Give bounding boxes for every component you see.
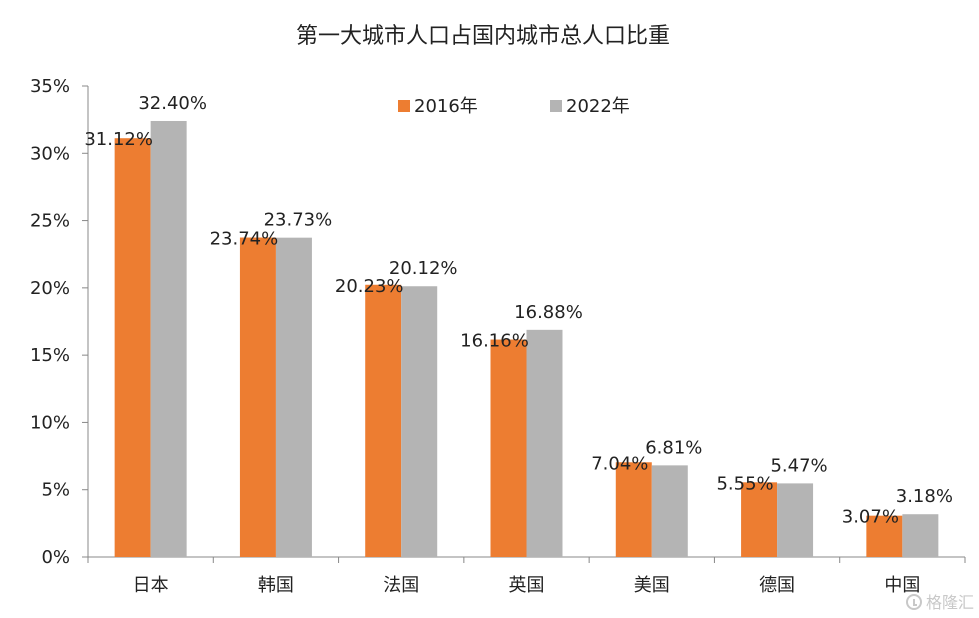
data-label: 6.81%	[645, 437, 702, 458]
data-label: 20.12%	[389, 258, 458, 279]
data-label: 3.07%	[842, 507, 899, 528]
x-tick-label: 中国	[884, 575, 920, 596]
data-label: 3.18%	[896, 486, 953, 507]
data-label: 5.47%	[770, 455, 827, 476]
bar	[741, 482, 778, 557]
x-tick-label: 日本	[133, 575, 169, 596]
y-tick-label: 25%	[30, 211, 70, 232]
bars	[114, 120, 939, 558]
x-tick-label: 韩国	[258, 575, 294, 596]
y-axis: 0% 5% 10% 15% 20% 25% 30% 35%	[30, 76, 89, 568]
data-label: 20.23%	[335, 276, 404, 297]
x-tick-label: 英国	[509, 575, 545, 596]
bar	[777, 483, 814, 557]
data-label: 32.40%	[138, 93, 207, 114]
data-label: 16.16%	[460, 331, 529, 352]
bar	[365, 284, 402, 557]
x-tick-label: 法国	[383, 575, 419, 596]
bar	[490, 339, 527, 557]
legend: 2016年 2022年	[398, 96, 630, 117]
data-label: 23.74%	[210, 229, 279, 250]
legend-swatch	[550, 100, 562, 112]
y-tick-label: 15%	[30, 345, 70, 366]
y-tick-label: 20%	[30, 278, 70, 299]
bar	[239, 237, 276, 557]
y-tick-label: 30%	[30, 143, 70, 164]
y-tick-label: 10%	[30, 412, 70, 433]
chart-title: 第一大城市人口占国内城市总人口比重	[296, 24, 670, 49]
x-tick-label: 美国	[634, 575, 670, 596]
legend-swatch	[398, 100, 410, 112]
y-tick-label: 0%	[41, 547, 70, 568]
bar	[866, 515, 903, 557]
data-label: 16.88%	[514, 302, 583, 323]
y-tick-label: 35%	[30, 76, 70, 97]
data-label: 31.12%	[84, 129, 153, 150]
bar	[114, 138, 151, 557]
data-label: 23.73%	[264, 210, 333, 231]
x-axis: 日本 韩国 法国 英国 美国 德国 中国	[87, 556, 966, 596]
bar	[615, 462, 652, 557]
glh-logo-icon	[906, 594, 922, 610]
watermark: 格隆汇	[906, 593, 974, 612]
y-tick-label: 5%	[41, 480, 70, 501]
legend-label: 2022年	[566, 96, 630, 117]
bar	[651, 465, 688, 557]
legend-label: 2016年	[414, 96, 478, 117]
data-label: 7.04%	[591, 453, 648, 474]
bar	[150, 120, 187, 557]
x-tick-label: 德国	[759, 575, 795, 596]
bar	[401, 286, 438, 557]
watermark-text: 格隆汇	[926, 593, 974, 612]
bar	[526, 329, 563, 557]
data-label: 5.55%	[716, 473, 773, 494]
data-labels: 31.12% 32.40% 23.74%23.73% 20.23%20.12% 16.1…	[84, 93, 953, 528]
bar	[275, 237, 312, 558]
bar	[902, 514, 939, 557]
